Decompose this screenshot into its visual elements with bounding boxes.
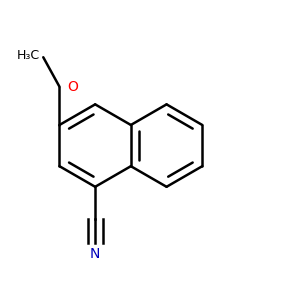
Text: H₃C: H₃C — [17, 49, 40, 62]
Text: O: O — [67, 80, 78, 94]
Text: N: N — [90, 247, 100, 261]
